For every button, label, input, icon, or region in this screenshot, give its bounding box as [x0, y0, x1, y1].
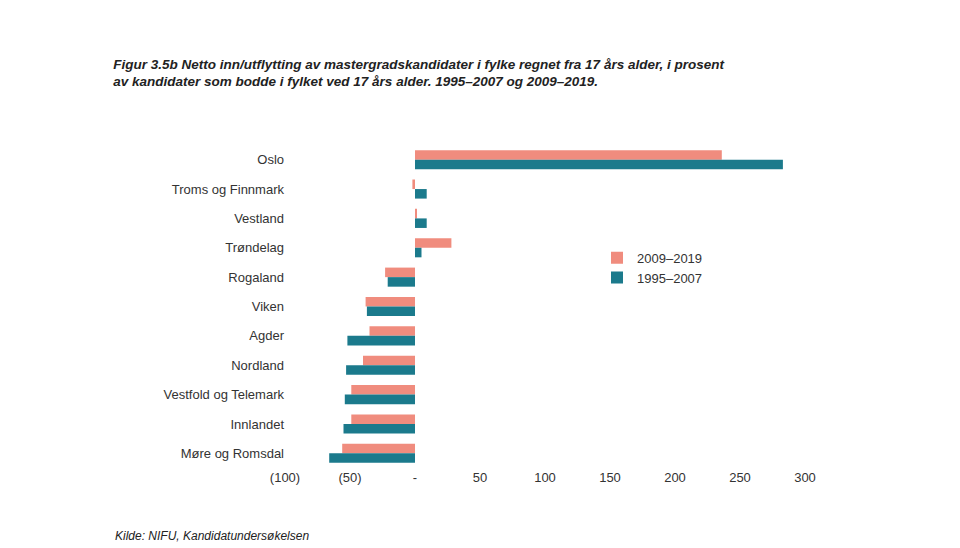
svg-text:50: 50 — [473, 470, 487, 485]
svg-text:Vestland: Vestland — [234, 211, 284, 226]
svg-text:-: - — [413, 470, 417, 485]
svg-text:Oslo: Oslo — [257, 152, 284, 167]
svg-text:Troms og Finnmark: Troms og Finnmark — [172, 182, 285, 197]
svg-text:150: 150 — [599, 470, 621, 485]
svg-text:100: 100 — [534, 470, 556, 485]
svg-text:Agder: Agder — [249, 328, 284, 343]
svg-text:Rogaland: Rogaland — [228, 270, 284, 285]
svg-text:Kilde: NIFU, Kandidatundersøke: Kilde: NIFU, Kandidatundersøkelsen — [115, 529, 309, 543]
svg-text:Møre og Romsdal: Møre og Romsdal — [181, 446, 284, 461]
svg-text:Innlandet: Innlandet — [231, 417, 285, 432]
svg-text:Trøndelag: Trøndelag — [225, 240, 284, 255]
svg-text:(100): (100) — [270, 470, 300, 485]
svg-text:Vestfold og Telemark: Vestfold og Telemark — [164, 387, 285, 402]
svg-text:200: 200 — [664, 470, 686, 485]
svg-text:1995–2007: 1995–2007 — [637, 271, 702, 286]
svg-text:250: 250 — [729, 470, 751, 485]
svg-text:Nordland: Nordland — [231, 358, 284, 373]
svg-text:300: 300 — [794, 470, 816, 485]
svg-text:(50): (50) — [338, 470, 361, 485]
svg-text:Figur 3.5b Netto inn/utflyttin: Figur 3.5b Netto inn/utflytting av maste… — [113, 57, 724, 90]
svg-text:2009–2019: 2009–2019 — [637, 251, 702, 266]
svg-text:Viken: Viken — [252, 299, 284, 314]
